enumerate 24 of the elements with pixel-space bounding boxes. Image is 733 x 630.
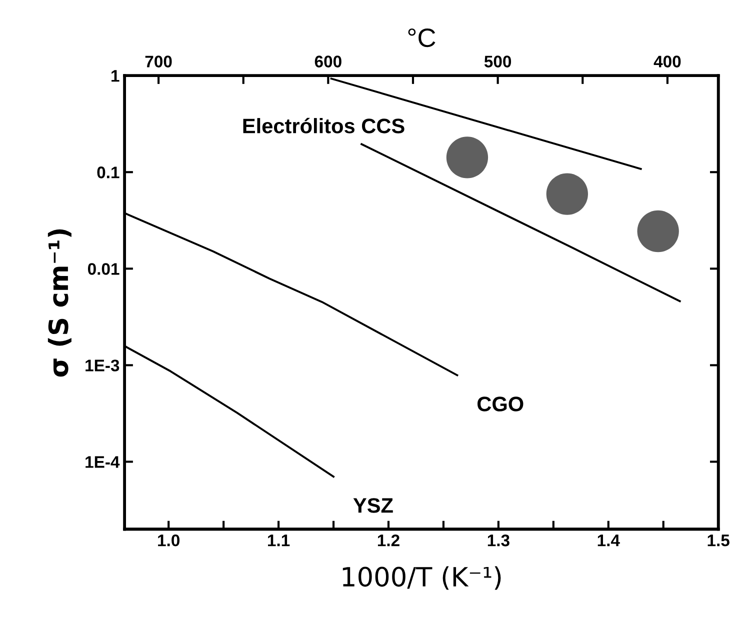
- y-axis-title: σ (S cm⁻¹): [48, 229, 72, 377]
- x2-axis-title: °C: [408, 28, 436, 48]
- x2-tick-label: 500: [484, 56, 512, 68]
- x-tick-label: 1.2: [378, 534, 400, 546]
- x2-tick-label: 600: [314, 56, 342, 68]
- x-tick-label: 1.5: [708, 534, 730, 546]
- y-tick-label: 0.1: [97, 166, 120, 178]
- x2-tick-label: 700: [145, 56, 172, 68]
- point: [446, 136, 488, 178]
- y-tick-label: 0.01: [88, 263, 120, 275]
- annotation: Electrólitos CCS: [243, 118, 404, 134]
- y-tick-label: 1: [112, 70, 120, 82]
- series-label: YSZ: [353, 498, 393, 513]
- y-tick-label: 1E-4: [86, 456, 120, 468]
- series-label: CGO: [478, 396, 524, 412]
- x2-tick-label: 400: [654, 56, 681, 68]
- point: [637, 210, 679, 252]
- x-tick-label: 1.0: [158, 534, 180, 546]
- x-axis-title: 1000/T (K⁻¹): [342, 566, 501, 590]
- y-tick-label: 1E-3: [86, 360, 120, 372]
- x-tick-label: 1.4: [598, 534, 620, 546]
- point: [546, 173, 588, 215]
- x-tick-label: 1.1: [268, 534, 290, 546]
- x-tick-label: 1.3: [488, 534, 510, 546]
